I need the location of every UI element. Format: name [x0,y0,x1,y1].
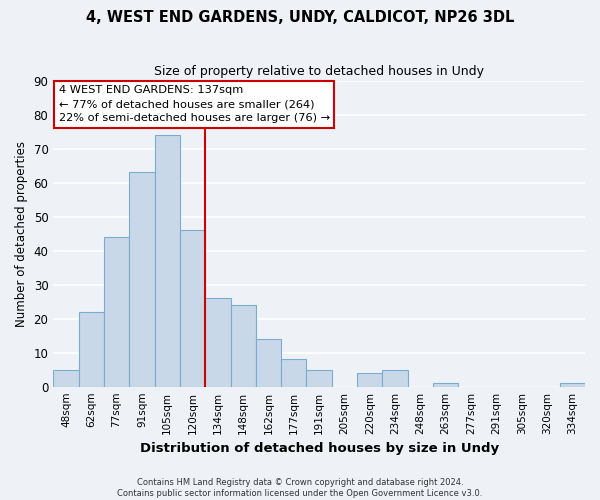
Text: 4 WEST END GARDENS: 137sqm
← 77% of detached houses are smaller (264)
22% of sem: 4 WEST END GARDENS: 137sqm ← 77% of deta… [59,85,330,123]
Text: Contains HM Land Registry data © Crown copyright and database right 2024.
Contai: Contains HM Land Registry data © Crown c… [118,478,482,498]
Bar [281,360,307,386]
Text: 4, WEST END GARDENS, UNDY, CALDICOT, NP26 3DL: 4, WEST END GARDENS, UNDY, CALDICOT, NP2… [86,10,514,25]
Bar [357,373,382,386]
Bar [307,370,332,386]
Bar [256,339,281,386]
Bar [155,135,180,386]
Bar [180,230,205,386]
Bar [382,370,408,386]
Bar [53,370,79,386]
Bar [79,312,104,386]
Bar [205,298,230,386]
Bar [230,305,256,386]
Bar [129,172,155,386]
Title: Size of property relative to detached houses in Undy: Size of property relative to detached ho… [154,65,484,78]
Bar [104,237,129,386]
Y-axis label: Number of detached properties: Number of detached properties [15,140,28,326]
Bar [560,384,585,386]
X-axis label: Distribution of detached houses by size in Undy: Distribution of detached houses by size … [140,442,499,455]
Bar [433,384,458,386]
